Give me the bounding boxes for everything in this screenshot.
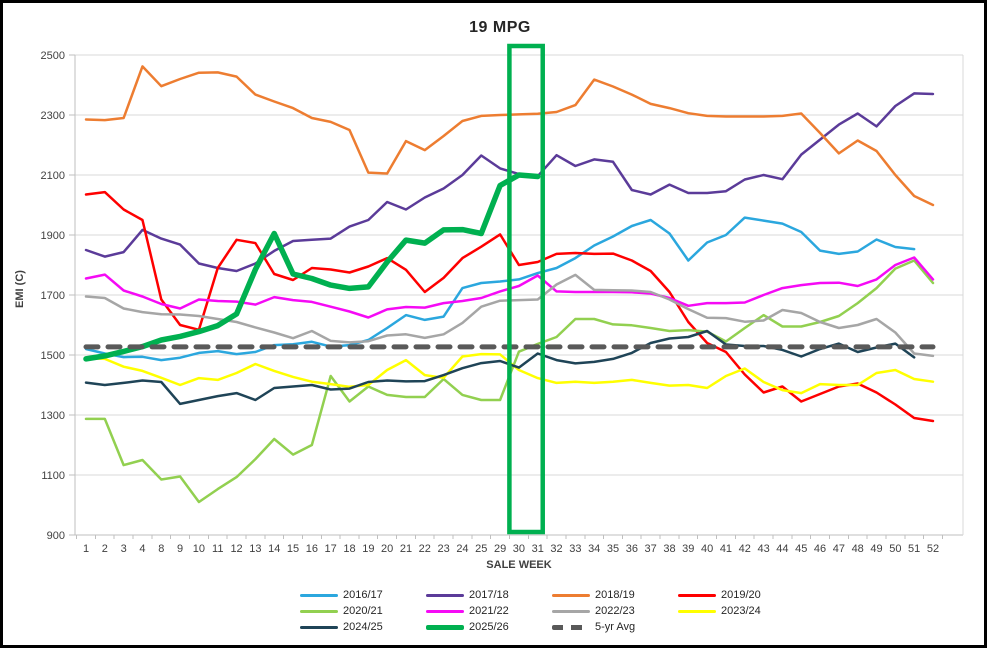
legend-item-2023-24: 2023/24 (678, 603, 804, 619)
legend-marker (300, 609, 338, 613)
x-tick-label: 11 (212, 543, 223, 555)
x-tick-label: 2 (102, 543, 108, 555)
x-tick-label: 22 (419, 543, 431, 555)
x-tick-label: 32 (550, 543, 562, 555)
y-tick-label: 1300 (41, 410, 65, 422)
chart-title: 19 MPG (469, 19, 531, 36)
x-tick-label: 4 (139, 543, 145, 555)
legend-item-2017-18: 2017/18 (426, 587, 552, 603)
x-tick-label: 39 (682, 543, 694, 555)
x-tick-label: 13 (249, 543, 261, 555)
x-tick-label: 34 (588, 543, 600, 555)
y-tick-label: 1100 (41, 470, 65, 482)
x-tick-label: 17 (325, 543, 337, 555)
y-tick-label: 1700 (41, 290, 65, 302)
legend-marker (426, 624, 464, 630)
x-tick-label: 38 (663, 543, 675, 555)
legend-item-2024-25: 2024/25 (300, 619, 426, 635)
x-tick-label: 18 (343, 543, 355, 555)
x-tick-label: 21 (400, 543, 412, 555)
x-tick-label: 12 (230, 543, 242, 555)
x-tick-label: 24 (456, 543, 468, 555)
x-tick-label: 10 (193, 543, 205, 555)
legend-label: 2019/20 (721, 589, 761, 601)
legend-label: 2025/26 (469, 621, 509, 633)
x-tick-label: 1 (83, 543, 89, 555)
x-tick-label: 35 (607, 543, 619, 555)
legend-item-2022-23: 2022/23 (552, 603, 678, 619)
legend-item-2018-19: 2018/19 (552, 587, 678, 603)
legend-label: 2021/22 (469, 605, 509, 617)
legend-marker (678, 593, 716, 597)
y-axis-title: EMI (C) (14, 270, 26, 308)
y-tick-label: 1500 (41, 350, 65, 362)
legend-label: 2024/25 (343, 621, 383, 633)
legend-label: 2022/23 (595, 605, 635, 617)
y-tick-label: 2100 (41, 170, 65, 182)
highlight-box (507, 43, 545, 535)
x-tick-label: 52 (927, 543, 939, 555)
legend-marker (552, 624, 590, 630)
x-axis-title: SALE WEEK (486, 559, 552, 571)
legend-item-2016-17: 2016/17 (300, 587, 426, 603)
y-tick-label: 2500 (41, 50, 65, 62)
x-tick-label: 49 (870, 543, 882, 555)
x-tick-label: 31 (532, 543, 544, 555)
x-tick-label: 40 (701, 543, 713, 555)
x-tick-label: 25 (475, 543, 487, 555)
legend-label: 2023/24 (721, 605, 761, 617)
legend-label: 5-yr Avg (595, 621, 636, 633)
x-tick-label: 20 (381, 543, 393, 555)
y-tick-label: 2300 (41, 110, 65, 122)
x-tick-label: 33 (569, 543, 581, 555)
x-tick-label: 47 (833, 543, 845, 555)
legend-marker (678, 609, 716, 613)
gridlines: 900 1100 1300 1500 1700 1900 2100 2300 2500 (41, 50, 963, 542)
x-tick-label: 43 (757, 543, 769, 555)
x-tick-label: 46 (814, 543, 826, 555)
x-tick-label: 50 (889, 543, 901, 555)
x-tick-label: 48 (852, 543, 864, 555)
x-tick-label: 42 (739, 543, 751, 555)
x-tick-label: 41 (720, 543, 732, 555)
x-tick-label: 8 (158, 543, 164, 555)
legend-item-2019-20: 2019/20 (678, 587, 804, 603)
legend-label: 2020/21 (343, 605, 383, 617)
legend-label: 2018/19 (595, 589, 635, 601)
legend-item-2021-22: 2021/22 (426, 603, 552, 619)
x-tick-label: 30 (513, 543, 525, 555)
legend-marker (426, 593, 464, 597)
x-tick-label: 37 (645, 543, 657, 555)
series-line-2025-26 (83, 172, 541, 362)
x-tick-label: 23 (437, 543, 449, 555)
x-tick-label: 44 (776, 543, 788, 555)
x-tick-label: 36 (626, 543, 638, 555)
x-tick-label: 3 (121, 543, 127, 555)
legend-label: 2016/17 (343, 589, 383, 601)
legend-item-5-yr-avg: 5-yr Avg (552, 619, 678, 635)
x-tick-label: 16 (306, 543, 318, 555)
legend-marker (426, 609, 464, 613)
x-tick-label: 15 (287, 543, 299, 555)
x-tick-label: 19 (362, 543, 374, 555)
x-tick-label: 29 (494, 543, 506, 555)
y-tick-label: 900 (47, 530, 65, 542)
y-tick-label: 1900 (41, 230, 65, 242)
x-tick-label: 45 (795, 543, 807, 555)
legend-marker (552, 593, 590, 597)
x-tick-label: 14 (268, 543, 280, 555)
legend-marker (300, 625, 338, 629)
series-line-2016-17 (84, 216, 916, 362)
legend-label: 2017/18 (469, 589, 509, 601)
x-tick-label: 51 (908, 543, 920, 555)
legend-item-2020-21: 2020/21 (300, 603, 426, 619)
legend-item-2025-26: 2025/26 (426, 619, 552, 635)
x-tick-label: 9 (177, 543, 183, 555)
legend-marker (300, 593, 338, 597)
legend: 2016/17 2017/18 2018/19 2019/20 2020/21 2021/… (300, 587, 840, 635)
x-axis: 1 2 3 4 8 9 10 11 12 13 14 15 16 17 18 19 20 21 22 23 24 25 29… (76, 535, 943, 555)
legend-marker (552, 609, 590, 613)
